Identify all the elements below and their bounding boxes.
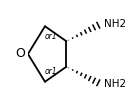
Text: NH2: NH2 <box>104 79 125 89</box>
Text: or1: or1 <box>45 32 58 41</box>
Text: O: O <box>16 48 25 60</box>
Text: NH2: NH2 <box>104 19 125 29</box>
Text: or1: or1 <box>45 67 58 76</box>
